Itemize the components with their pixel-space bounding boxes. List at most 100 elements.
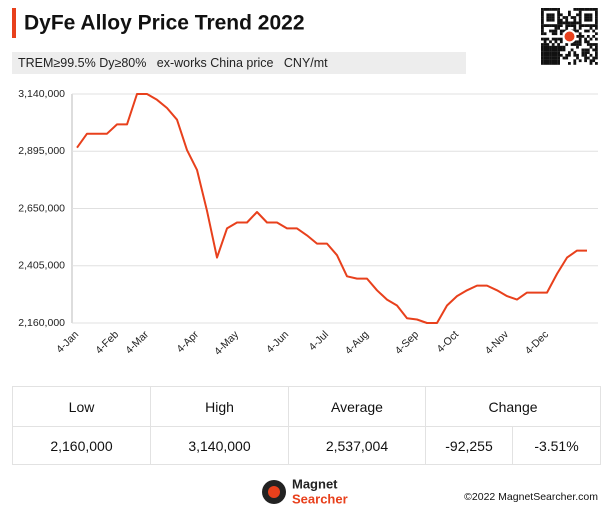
qr-cell: [581, 51, 585, 54]
qr-cell: [557, 21, 560, 25]
qr-cell: [595, 62, 598, 65]
qr-cell: [565, 21, 569, 25]
qr-cell: [576, 29, 579, 33]
qr-cell: [595, 56, 598, 60]
qr-cell: [570, 21, 574, 25]
qr-cell: [573, 59, 577, 63]
qr-cell: [543, 53, 547, 57]
qr-cell: [551, 56, 555, 60]
qr-cell: [551, 13, 555, 17]
qr-cell: [562, 29, 566, 33]
qr-cell: [551, 48, 555, 52]
qr-cell: [549, 62, 552, 65]
qr-cell: [586, 24, 590, 27]
qr-cell: [592, 48, 596, 52]
qr-cell: [557, 43, 560, 46]
qr-cell: [541, 29, 544, 33]
qr-cell: [562, 21, 566, 25]
qr-cell: [565, 43, 569, 46]
qr-cell: [589, 43, 593, 46]
qr-cell: [551, 59, 555, 63]
table-cell: High: [150, 386, 289, 427]
qr-cell: [559, 29, 563, 33]
qr-cell: [543, 51, 547, 54]
qr-cell: [573, 21, 577, 25]
title-bar: [12, 8, 16, 38]
price-line: [76, 93, 587, 324]
qr-cell: [584, 59, 587, 63]
qr-cell: [578, 32, 582, 36]
qr-cell: [573, 24, 577, 27]
qr-cell: [543, 62, 547, 65]
qr-cell: [578, 8, 582, 11]
qr-cell: [581, 53, 585, 57]
qr-cell: [554, 40, 558, 44]
qr-cell: [546, 59, 550, 63]
qr-cell: [573, 40, 577, 44]
logo-bottom: Searcher: [292, 491, 348, 506]
qr-cell: [595, 51, 598, 54]
qr-cell: [592, 56, 596, 60]
qr-cell: [557, 37, 560, 41]
qr-cell: [559, 21, 563, 25]
qr-cell: [557, 48, 560, 52]
qr-cell: [584, 53, 587, 57]
qr-cell: [595, 13, 598, 17]
qr-cell: [586, 13, 590, 17]
qr-cell: [541, 37, 544, 41]
qr-cell: [551, 16, 555, 19]
qr-cell: [589, 13, 593, 17]
qr-cell: [584, 13, 587, 17]
qr-cell: [573, 53, 577, 57]
qr-cell: [576, 13, 579, 17]
qr-cell: [541, 53, 544, 57]
qr-cell: [541, 45, 544, 49]
qr-cell: [568, 10, 571, 14]
qr-cell: [543, 8, 547, 11]
y-tick-label: 2,895,000: [18, 145, 65, 157]
qr-cell: [595, 21, 598, 25]
qr-cell: [576, 8, 579, 11]
qr-cell: [554, 32, 558, 36]
qr-cell: [573, 29, 577, 33]
qr-cell: [595, 18, 598, 22]
qr-cell: [584, 24, 587, 27]
qr-cell: [595, 43, 598, 46]
table-cell: Average: [288, 386, 426, 427]
qr-cell: [551, 24, 555, 27]
x-tick-label: 4-Nov: [483, 328, 512, 357]
qr-cell: [595, 24, 598, 27]
qr-cell: [576, 43, 579, 46]
qr-cell: [589, 26, 593, 30]
qr-cell: [554, 37, 558, 41]
qr-cell: [586, 29, 590, 33]
qr-cell: [551, 8, 555, 11]
qr-cell: [578, 37, 582, 41]
qr-cell: [543, 43, 547, 46]
qr-cell: [570, 48, 574, 52]
qr-cell: [549, 8, 552, 11]
qr-cell: [576, 56, 579, 60]
x-tick-label: 4-Aug: [343, 328, 371, 356]
qr-cell: [551, 29, 555, 33]
qr-cell: [546, 45, 550, 49]
qr-cell: [573, 62, 577, 65]
qr-cell: [546, 62, 550, 65]
qr-cell: [592, 35, 596, 38]
qr-cell: [551, 45, 555, 49]
qr-cell: [570, 43, 574, 46]
qr-cell: [549, 18, 552, 22]
qr-cell: [589, 24, 593, 27]
qr-cell: [541, 43, 544, 46]
qr-cell: [543, 45, 547, 49]
qr-cell: [541, 56, 544, 60]
qr-cell: [543, 24, 547, 27]
qr-cell: [541, 10, 544, 14]
qr-cell: [554, 59, 558, 63]
qr-cell: [541, 59, 544, 63]
x-tick-label: 4-Feb: [93, 328, 121, 356]
qr-cell: [581, 48, 585, 52]
qr-cell: [565, 53, 569, 57]
qr-cell: [543, 32, 547, 36]
qr-logo: [562, 29, 577, 44]
